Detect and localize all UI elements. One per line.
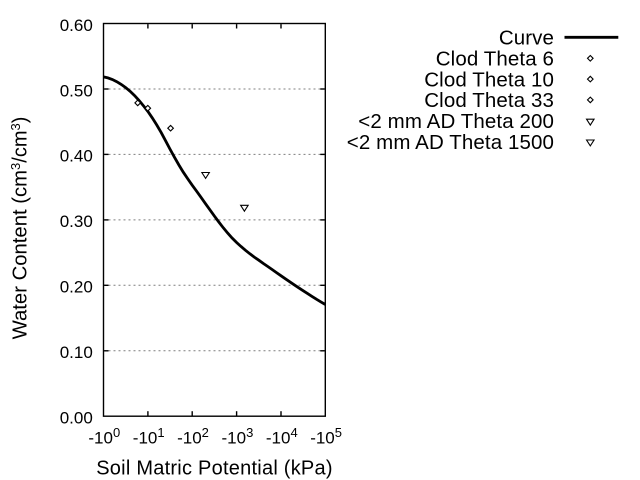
svg-text:-105: -105 bbox=[310, 425, 342, 448]
svg-text:-101: -101 bbox=[133, 425, 165, 448]
svg-text:-104: -104 bbox=[266, 425, 298, 448]
svg-text:-100: -100 bbox=[88, 425, 120, 448]
svg-text:-102: -102 bbox=[177, 425, 209, 448]
svg-text:Clod Theta 6: Clod Theta 6 bbox=[436, 48, 554, 71]
svg-text:Water Content (cm3/cm3): Water Content (cm3/cm3) bbox=[8, 117, 32, 340]
svg-text:-103: -103 bbox=[221, 425, 253, 448]
svg-text:Soil Matric Potential (kPa): Soil Matric Potential (kPa) bbox=[96, 458, 333, 480]
svg-text:0.00: 0.00 bbox=[60, 409, 93, 428]
svg-text:<2 mm AD Theta 200: <2 mm AD Theta 200 bbox=[358, 110, 554, 133]
svg-text:<2 mm AD Theta 1500: <2 mm AD Theta 1500 bbox=[347, 131, 554, 154]
svg-text:0.20: 0.20 bbox=[60, 278, 93, 297]
svg-text:Clod Theta 10: Clod Theta 10 bbox=[424, 68, 554, 91]
svg-text:0.50: 0.50 bbox=[60, 81, 93, 100]
svg-text:Clod Theta 33: Clod Theta 33 bbox=[424, 89, 554, 112]
svg-text:0.60: 0.60 bbox=[60, 16, 93, 35]
svg-text:0.40: 0.40 bbox=[60, 147, 93, 166]
svg-text:0.10: 0.10 bbox=[60, 343, 93, 362]
svg-text:0.30: 0.30 bbox=[60, 212, 93, 231]
svg-text:Curve: Curve bbox=[499, 27, 554, 50]
